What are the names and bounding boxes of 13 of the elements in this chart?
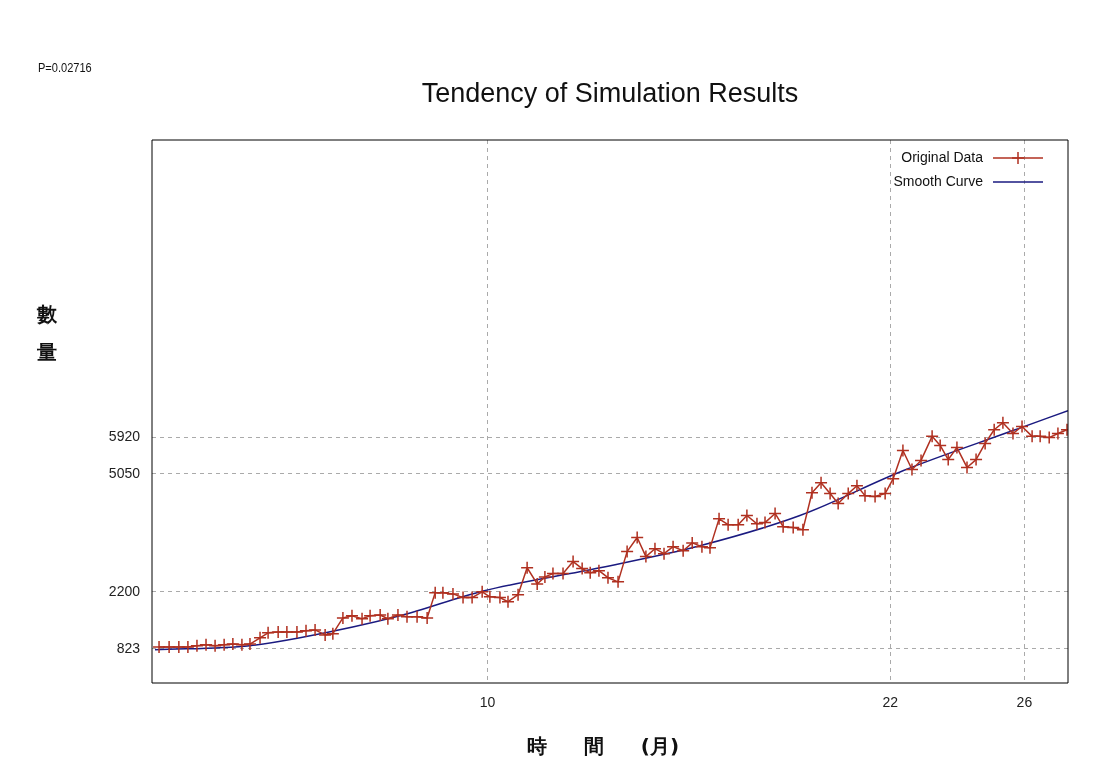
y-axis-title: 數量 [34, 288, 60, 364]
x-tick-label: 10 [479, 694, 496, 711]
chart-title: Tendency of Simulation Results [420, 78, 800, 109]
y-tick-label: 2200 [108, 582, 141, 599]
x-tick-label: 22 [882, 694, 899, 711]
text: P=0.02716 [38, 60, 92, 75]
y-tick-label: 5050 [108, 464, 141, 481]
x-tick-label: 26 [1016, 694, 1033, 711]
y-tick-label: 823 [116, 639, 141, 656]
y-tick-label: 5920 [108, 428, 141, 445]
x-axis-title: 時 間 (月) [525, 733, 681, 760]
legend-label: Original Data [901, 148, 984, 165]
legend-label: Smooth Curve [893, 172, 984, 189]
